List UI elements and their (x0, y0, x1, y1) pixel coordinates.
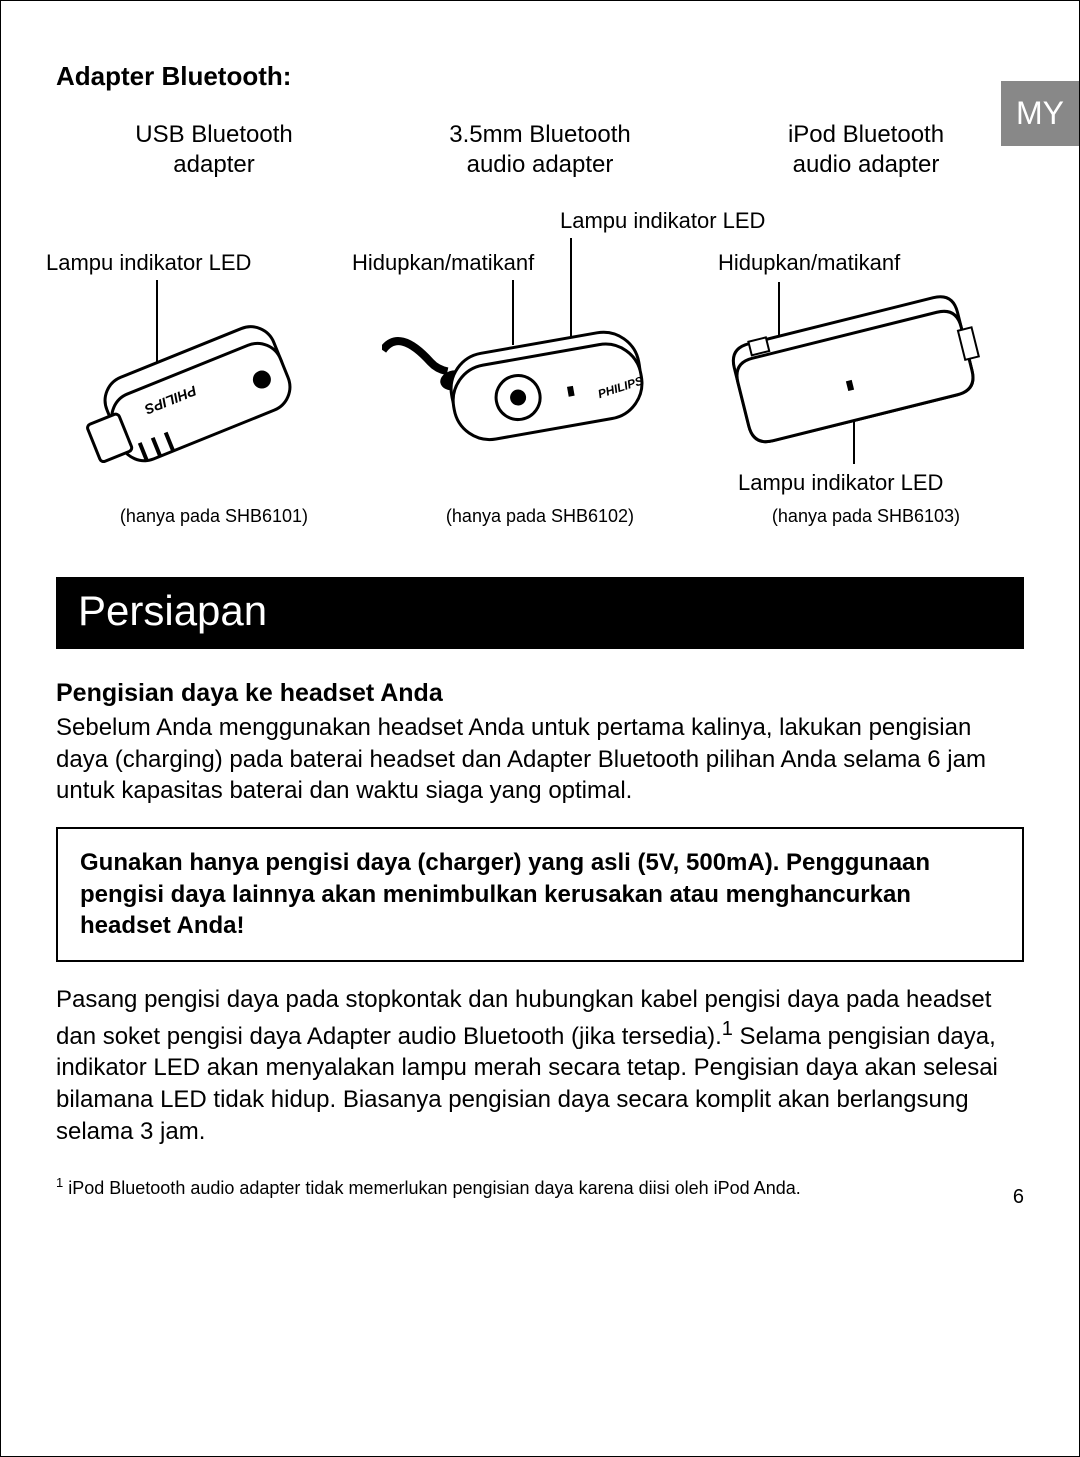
jack-model-note: (hanya pada SHB6102) (382, 506, 698, 527)
adapter-jack-title-l2: audio adapter (467, 151, 614, 178)
adapter-ipod: iPod Bluetooth audio adapter Hidupkan/ma… (708, 120, 1024, 527)
para-2-sup: 1 (722, 1018, 733, 1040)
jack-onoff-label: Hidupkan/matikanf (352, 250, 534, 276)
para-1: Sebelum Anda menggunakan headset Anda un… (56, 712, 1024, 807)
ipod-model-note: (hanya pada SHB6103) (708, 506, 1024, 527)
adapter-usb-title-l1: USB Bluetooth (135, 121, 292, 148)
adapter-usb-title-l2: adapter (173, 151, 254, 178)
ipod-adapter-icon (718, 278, 998, 458)
adapter-jack-diagram: Lampu indikator LED Hidupkan/matikanf PH… (382, 200, 698, 500)
adapter-ipod-title: iPod Bluetooth audio adapter (708, 120, 1024, 180)
adapter-jack-title: 3.5mm Bluetooth audio adapter (382, 120, 698, 180)
adapter-ipod-title-l1: iPod Bluetooth (788, 121, 944, 148)
adapter-ipod-title-l2: audio adapter (793, 151, 940, 178)
usb-adapter-icon: PHILIPS (66, 290, 326, 490)
ipod-onoff-label: Hidupkan/matikanf (718, 250, 900, 276)
ipod-led-label: Lampu indikator LED (738, 470, 943, 496)
language-tab: MY (1001, 81, 1079, 146)
adapters-row: USB Bluetooth adapter Lampu indikator LE… (56, 120, 1024, 527)
adapter-usb-diagram: Lampu indikator LED PHILIPS (56, 200, 372, 500)
warning-box: Gunakan hanya pengisi daya (charger) yan… (56, 827, 1024, 962)
section-title: Adapter Bluetooth: (56, 61, 1024, 92)
adapter-ipod-diagram: Hidupkan/matikanf Lampu indikator LED (708, 200, 1024, 500)
page-number: 6 (1013, 1186, 1024, 1209)
jack-adapter-icon: PHILIPS (382, 295, 682, 485)
footnote-text: iPod Bluetooth audio adapter tidak memer… (63, 1178, 801, 1198)
adapter-usb: USB Bluetooth adapter Lampu indikator LE… (56, 120, 372, 527)
footnote: 1 iPod Bluetooth audio adapter tidak mem… (56, 1175, 1024, 1199)
usb-led-label: Lampu indikator LED (46, 250, 251, 276)
para-2: Pasang pengisi daya pada stopkontak dan … (56, 984, 1024, 1147)
section-banner: Persiapan (56, 577, 1024, 649)
subhead-charging: Pengisian daya ke headset Anda (56, 679, 1024, 708)
adapter-jack-title-l1: 3.5mm Bluetooth (449, 121, 630, 148)
usb-model-note: (hanya pada SHB6101) (56, 506, 372, 527)
adapter-usb-title: USB Bluetooth adapter (56, 120, 372, 180)
adapter-jack: 3.5mm Bluetooth audio adapter Lampu indi… (382, 120, 698, 527)
